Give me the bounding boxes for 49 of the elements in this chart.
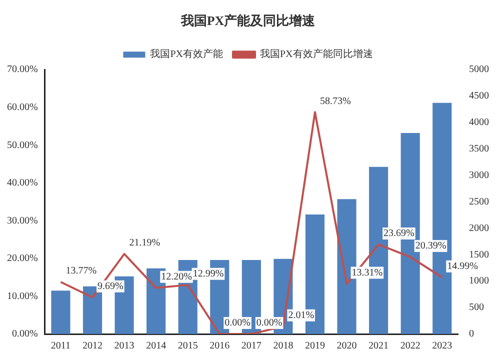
y2-tick-label: 2000 [469, 222, 489, 234]
x-tick-label: 2019 [304, 340, 325, 352]
y2-tick-label: 1500 [469, 249, 489, 260]
legend-label: 我国PX有效产能同比增速 [260, 48, 373, 60]
data-label: 21.19% [129, 238, 160, 249]
data-label: 20.39% [415, 240, 446, 252]
x-tick-label: 2023 [432, 340, 452, 352]
x-tick-label: 2012 [82, 340, 103, 352]
chart-title: 我国PX产能及同比增速 [180, 13, 316, 28]
y2-tick-label: 5000 [469, 64, 489, 76]
x-tick-label: 2015 [178, 340, 198, 352]
x-tick-label: 2017 [241, 340, 262, 352]
data-label: 14.99% [447, 261, 478, 272]
x-tick-label: 2014 [146, 340, 166, 352]
y2-tick-label: 3000 [469, 170, 489, 181]
data-label: 0.00% [224, 318, 250, 329]
y-tick-label: 30.00% [6, 215, 38, 226]
x-tick-label: 2011 [50, 340, 71, 352]
y-tick-label: 50.00% [6, 140, 38, 151]
data-label: 0.00% [256, 318, 282, 329]
y-tick-label: 10.00% [6, 290, 38, 302]
y-tick-label: 20.00% [6, 253, 38, 264]
y2-tick-label: 1000 [469, 276, 489, 287]
data-label: 9.69% [98, 281, 124, 292]
data-label: 23.69% [384, 228, 414, 240]
y2-tick-label: 4500 [469, 90, 489, 102]
y2-tick-label: 2500 [469, 196, 489, 208]
x-tick-label: 2018 [273, 340, 294, 352]
y-tick-label: 0.00% [12, 328, 38, 340]
data-label: 2.01% [288, 310, 314, 322]
y2-tick-label: 4000 [469, 117, 489, 128]
x-tick-label: 2020 [336, 340, 357, 352]
bar [51, 290, 70, 334]
y2-tick-label: 3500 [469, 144, 489, 155]
y-tick-label: 60.00% [6, 102, 38, 113]
x-tick-label: 2021 [368, 340, 389, 352]
x-tick-label: 2022 [400, 340, 420, 352]
data-label: 12.20% [161, 272, 192, 283]
x-tick-label: 2016 [210, 340, 230, 352]
y-tick-label: 70.00% [6, 64, 38, 76]
data-label: 13.77% [66, 266, 97, 277]
data-label: 13.31% [352, 267, 383, 278]
y2-tick-label: 500 [469, 302, 484, 314]
data-label: 58.73% [320, 96, 351, 107]
legend-label: 我国PX有效产能 [150, 48, 224, 60]
data-label: 12.99% [192, 268, 224, 280]
x-tick-label: 2013 [114, 340, 134, 352]
y2-tick-label: 0 [469, 328, 474, 340]
y-tick-label: 40.00% [6, 178, 38, 189]
